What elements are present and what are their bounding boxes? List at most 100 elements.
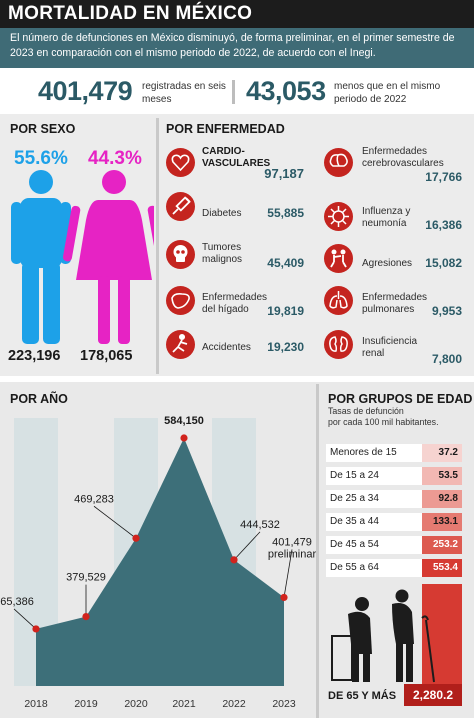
disease-cerebro-name: Enfermedades cerebrovasculares: [362, 146, 444, 169]
age-value-cell: [422, 559, 462, 577]
disease-agresiones-value: 15,082: [425, 256, 462, 270]
age-row-label: De 15 a 24: [330, 470, 379, 481]
disease-higado-value: 19,819: [267, 304, 304, 318]
year-tick-label: 2018: [24, 698, 48, 710]
age-row-label: De 25 a 34: [330, 493, 379, 504]
kidney-icon: [324, 330, 353, 359]
age-row-value: 253.2: [432, 539, 458, 550]
highlight-divider: [232, 80, 235, 104]
highlight-total: 401,479 registradas en seis meses: [38, 76, 238, 110]
disease-pulmonares-value: 9,953: [431, 304, 462, 318]
disease-agresiones-name: Agresiones: [362, 258, 413, 269]
women-pct: 44.3%: [88, 148, 142, 169]
intro-text: El número de defunciones en México dismi…: [10, 32, 455, 59]
age-row-value: 37.2: [438, 447, 458, 458]
disease-renal-value: 7,800: [431, 352, 462, 366]
brain-icon: [324, 148, 353, 177]
edad-heading: POR GRUPOS DE EDAD: [328, 392, 473, 406]
disease-tumores-value: 45,409: [267, 256, 304, 270]
disease-higado-name: Enfermedades del hígado: [202, 292, 268, 315]
disease-cardio-name: CARDIO- VASCULARES: [202, 146, 271, 169]
disease-diabetes-name: Diabetes: [202, 208, 242, 219]
age-value-cell: [422, 536, 462, 554]
age-row-value: 553.4: [432, 562, 458, 573]
age-row: De 15 a 24 53.5: [326, 467, 462, 485]
year-tick-label: 2022: [222, 698, 246, 710]
data-label: 469,283: [74, 493, 114, 505]
woman-icon: [62, 170, 154, 344]
disease-pulmonares-name: Enfermedades pulmonares: [362, 292, 428, 315]
highlight-total-text: registradas en seis meses: [142, 81, 226, 105]
disease-diabetes-value: 55,885: [267, 206, 304, 220]
area-series: [36, 438, 284, 686]
highlight-decrease: 43,053 menos que en el mismo periodo de …: [246, 76, 466, 110]
age-row-value: 92.8: [438, 493, 458, 504]
data-label: 365,386: [0, 596, 34, 608]
leader-line: [283, 549, 293, 598]
data-label: 584,150: [164, 415, 204, 427]
data-point: [280, 593, 288, 602]
edad-last-label: DE 65 Y MÁS: [328, 690, 397, 702]
data-point: [180, 434, 188, 442]
heart-icon: [166, 148, 195, 177]
year-tick-label: 2020: [124, 698, 148, 710]
intro-box: El número de defunciones en México dismi…: [0, 28, 474, 68]
age-row-label: Menores de 15: [330, 447, 397, 458]
leader-line: [233, 531, 261, 561]
disease-accidentes-name: Accidentes: [202, 342, 251, 353]
age-row-label: De 45 a 54: [330, 539, 379, 550]
edad-subtitle-2: por cada 100 mil habitantes.: [328, 417, 439, 427]
disease-cerebro-value: 17,766: [425, 170, 462, 184]
page-title: MORTALIDAD EN MÉXICO: [8, 3, 253, 24]
disease-accidentes-value: 19,230: [267, 340, 304, 354]
data-point: [230, 556, 238, 564]
disease-influenza-name: Influenza y neumonía: [362, 206, 411, 229]
women-count: 178,065: [80, 348, 133, 364]
leader-line: [13, 608, 37, 630]
sexo-heading: POR SEXO: [10, 122, 76, 136]
age-value-cell: [422, 467, 462, 485]
disease-renal-name: Insuficiencia renal: [362, 336, 418, 359]
virus-icon: [324, 202, 353, 231]
highlight-decrease-text: menos que en el mismo periodo de 2022: [334, 81, 441, 105]
upper-panel: [0, 114, 474, 376]
edad-last-value: 2,280.2: [404, 684, 462, 706]
age-row-label: De 35 a 44: [330, 516, 379, 527]
data-label: 444,532: [240, 519, 280, 531]
edad-subtitle: Tasas de defunción por cada 100 mil habi…: [328, 406, 439, 428]
men-count: 223,196: [8, 348, 61, 364]
age-row: De 45 a 54 253.2: [326, 536, 462, 554]
disease-cardio-value: 97,187: [264, 166, 304, 181]
year-tick-label: 2023: [272, 698, 296, 710]
men-pct: 55.6%: [14, 148, 68, 169]
syringe-icon: [166, 192, 195, 221]
lower-panel-divider: [316, 384, 319, 718]
age-row: Menores de 15 37.2: [326, 444, 462, 462]
highlight-total-value: 401,479: [38, 76, 133, 106]
title-bar: MORTALIDAD EN MÉXICO: [0, 0, 474, 28]
data-point: [82, 612, 90, 621]
year-tick-label: 2021: [172, 698, 196, 710]
age-value-cell: [422, 513, 462, 531]
elderly-icon: [331, 584, 462, 684]
highlight-decrease-value: 43,053: [246, 76, 326, 106]
accident-icon: [166, 330, 195, 359]
enfermedad-heading: POR ENFERMEDAD: [166, 122, 285, 136]
age-value-cell: [422, 444, 462, 462]
age-value-cell: [422, 490, 462, 508]
age-row-value: 53.5: [438, 470, 458, 481]
fight-icon: [324, 244, 353, 273]
sex-figures: [11, 170, 154, 344]
age-row-label: De 55 a 64: [330, 562, 379, 573]
chart-heading: POR AÑO: [10, 392, 68, 406]
disease-tumores-name: Tumores malignos: [202, 242, 243, 265]
year-tick-label: 2019: [74, 698, 98, 710]
data-point: [32, 625, 40, 633]
skull-icon: [166, 240, 195, 269]
man-icon: [11, 170, 71, 344]
data-point: [132, 534, 140, 542]
age-row: De 25 a 34 92.8: [326, 490, 462, 508]
disease-influenza-value: 16,386: [425, 218, 462, 232]
data-label: 379,529: [66, 572, 106, 584]
lungs-icon: [324, 286, 353, 315]
